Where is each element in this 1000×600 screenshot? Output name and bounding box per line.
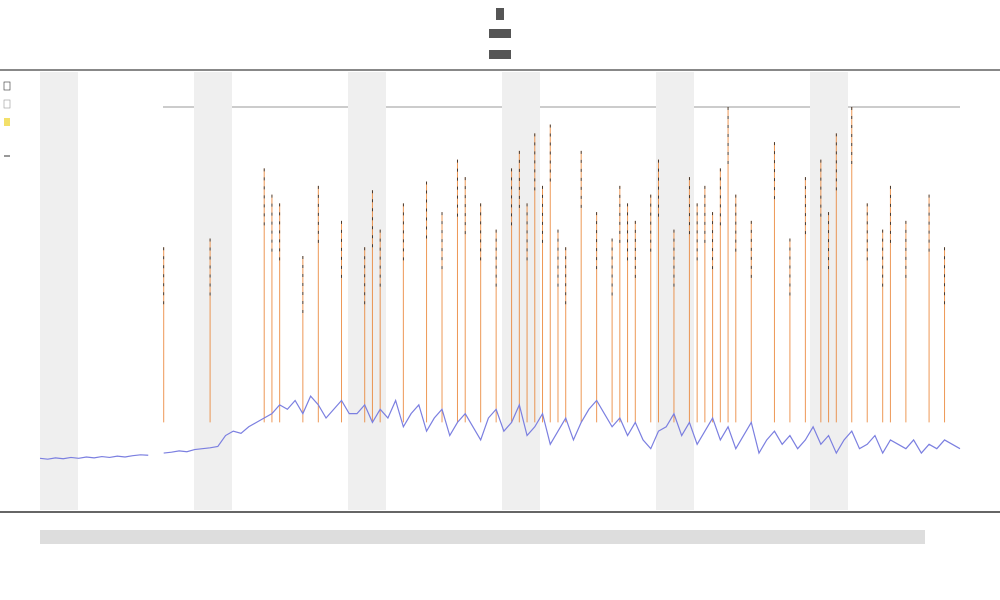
- plot: [39, 107, 961, 460]
- legend-symbol: [3, 81, 11, 91]
- band: [194, 72, 232, 510]
- band: [40, 72, 78, 510]
- illegible-subtitle: [489, 50, 511, 59]
- bands: [40, 72, 848, 510]
- band: [348, 72, 386, 510]
- legend-symbol: [4, 118, 10, 126]
- illegible-subtitle: [489, 29, 511, 38]
- illegible-title: [496, 8, 504, 20]
- illegible-x-labels: [40, 530, 925, 544]
- legend-symbol: [3, 99, 11, 109]
- band: [656, 72, 694, 510]
- title-block: [489, 8, 511, 59]
- legend: [3, 81, 11, 157]
- series-line: [39, 395, 961, 460]
- band: [502, 72, 540, 510]
